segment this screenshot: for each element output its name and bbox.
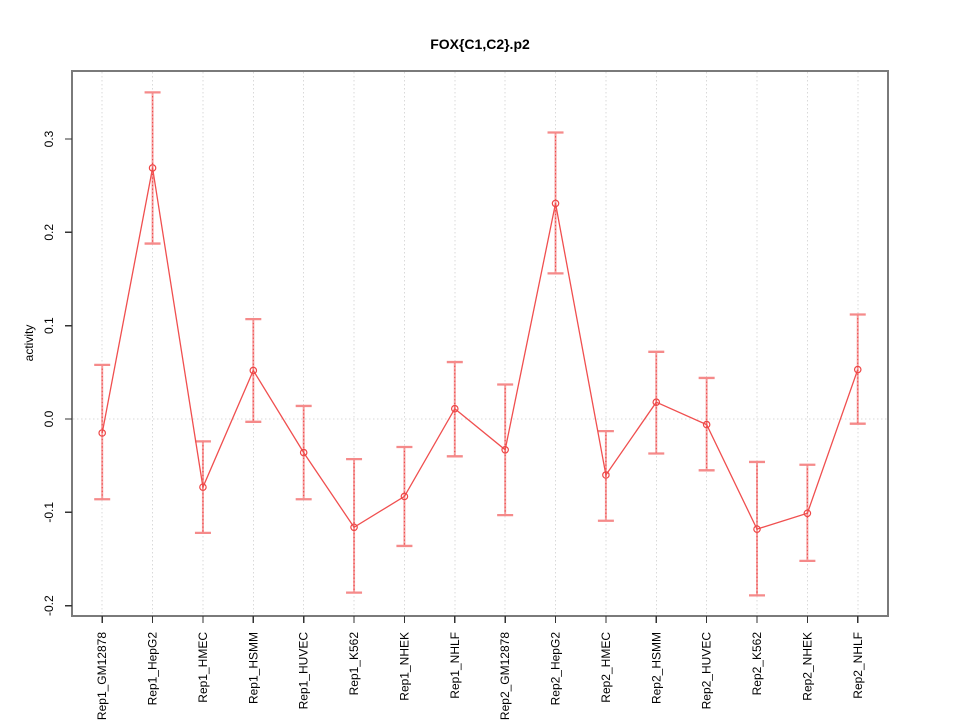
data-point	[199, 483, 207, 491]
x-category-label: Rep1_NHLF	[448, 632, 462, 699]
x-category-label: Rep2_NHLF	[851, 632, 865, 699]
y-tick-label: -0.1	[42, 502, 56, 523]
x-category-label: Rep2_K562	[750, 632, 764, 696]
x-category-label: Rep2_HepG2	[549, 632, 563, 706]
x-category-label: Rep1_HepG2	[146, 632, 160, 706]
x-category-label: Rep2_HUVEC	[700, 632, 714, 710]
x-category-label: Rep2_HSMM	[649, 632, 663, 704]
x-category-label: Rep1_NHEK	[397, 632, 411, 701]
x-category-label: Rep2_HMEC	[599, 632, 613, 703]
chart-title: FOX{C1,C2}.p2	[430, 36, 530, 52]
y-tick-label: 0.3	[42, 130, 56, 147]
data-point	[249, 366, 258, 375]
x-category-label: Rep1_K562	[347, 632, 361, 696]
x-category-label: Rep2_NHEK	[800, 632, 814, 701]
y-tick-label: -0.2	[42, 595, 56, 616]
data-point	[853, 365, 862, 374]
data-point	[299, 448, 308, 457]
data-point	[551, 199, 560, 208]
data-point	[450, 404, 459, 413]
y-tick-label: 0.2	[42, 224, 56, 241]
x-category-label: Rep1_HSMM	[246, 632, 260, 704]
y-tick-label: 0.0	[42, 410, 56, 427]
data-point	[501, 445, 509, 454]
data-point	[753, 525, 761, 533]
data-point	[148, 164, 157, 172]
data-point	[602, 471, 610, 479]
x-category-label: Rep1_HUVEC	[297, 632, 311, 710]
data-point	[400, 492, 409, 501]
data-point	[803, 509, 812, 518]
x-category-label: Rep1_GM12878	[95, 632, 109, 720]
data-point	[652, 398, 661, 407]
data-point	[98, 429, 107, 437]
plot-frame	[71, 70, 889, 617]
x-category-label: Rep1_HMEC	[196, 632, 210, 703]
data-line	[101, 167, 859, 530]
data-point	[350, 523, 358, 532]
x-category-label: Rep2_GM12878	[498, 632, 512, 720]
y-tick-label: 0.1	[42, 317, 56, 334]
data-point	[702, 420, 711, 429]
